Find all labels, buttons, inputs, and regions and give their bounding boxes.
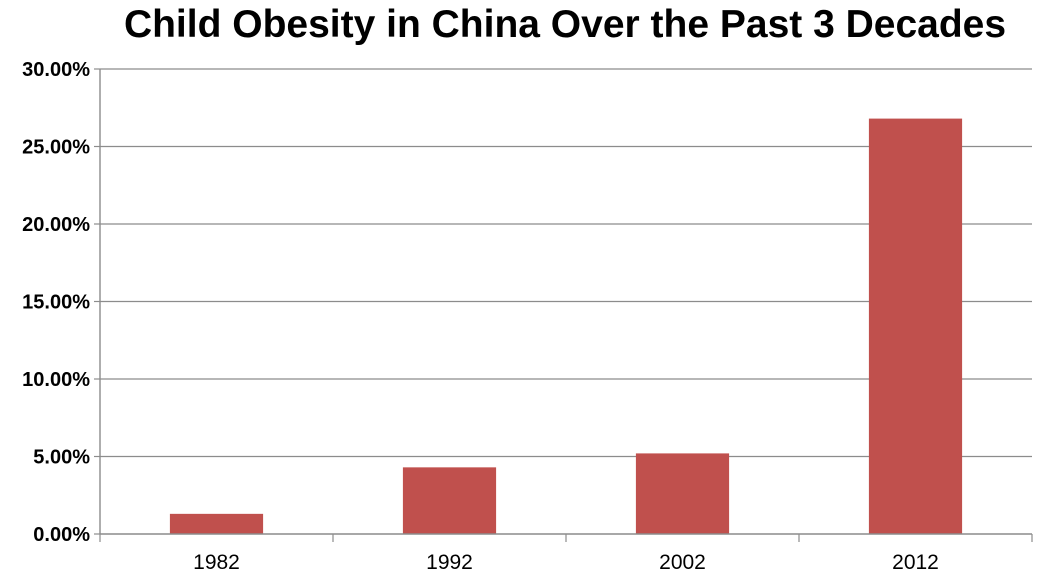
y-tick-label: 25.00% bbox=[22, 137, 90, 159]
x-tick-label: 1982 bbox=[193, 551, 240, 574]
bar-1982 bbox=[169, 513, 264, 534]
x-axis-tick-labels: 1982 1992 2002 2012 bbox=[193, 551, 939, 574]
y-axis-tick-labels: 0.00% 5.00% 10.00% 15.00% 20.00% 25.00% 30.00% bbox=[22, 59, 90, 546]
chart-title: Child Obesity in China Over the Past 3 D… bbox=[124, 3, 1006, 46]
y-tick-label: 20.00% bbox=[22, 214, 90, 236]
axes bbox=[94, 68, 1033, 542]
bar-2012 bbox=[868, 118, 963, 534]
y-tick-label: 5.00% bbox=[33, 447, 90, 469]
y-tick-label: 10.00% bbox=[22, 369, 90, 391]
x-tick-label: 2002 bbox=[659, 551, 706, 574]
bars bbox=[169, 118, 963, 534]
y-tick-label: 15.00% bbox=[22, 292, 90, 314]
y-tick-label: 30.00% bbox=[22, 59, 90, 81]
y-tick-label: 0.00% bbox=[33, 524, 90, 546]
x-tick-label: 2012 bbox=[892, 551, 939, 574]
bar-1992 bbox=[402, 467, 497, 534]
x-tick-label: 1992 bbox=[426, 551, 473, 574]
bar-2002 bbox=[635, 453, 730, 534]
